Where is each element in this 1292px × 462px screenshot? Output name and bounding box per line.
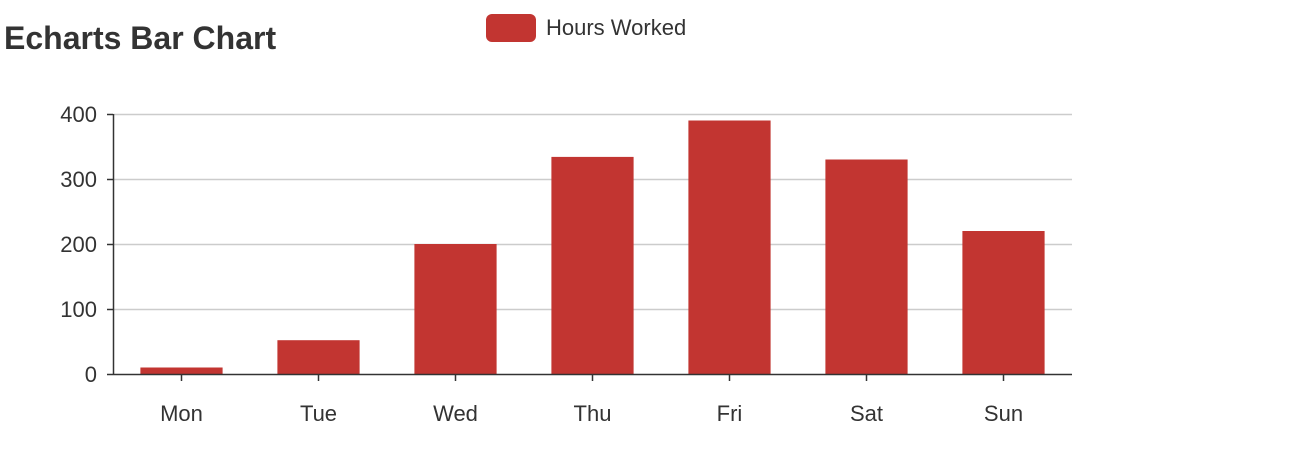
x-tick-label: Sat: [850, 401, 883, 426]
legend[interactable]: Hours Worked: [486, 14, 686, 42]
y-tick-label: 400: [60, 102, 97, 127]
x-tick-label: Sun: [984, 401, 1023, 426]
legend-label: Hours Worked: [546, 15, 687, 40]
y-tick-label: 300: [60, 167, 97, 192]
y-tick-label: 100: [60, 297, 97, 322]
bar-wed[interactable]: [414, 244, 497, 374]
bars: [140, 120, 1045, 375]
y-tick-label: 200: [60, 232, 97, 257]
y-tick-label: 0: [85, 362, 97, 387]
x-tick-label: Fri: [717, 401, 743, 426]
bar-thu[interactable]: [551, 156, 634, 374]
axes: [107, 113, 1072, 381]
bar-sat[interactable]: [825, 159, 908, 375]
x-tick-label: Tue: [300, 401, 337, 426]
bar-sun[interactable]: [962, 231, 1045, 374]
x-tick-label: Mon: [160, 401, 203, 426]
bar-tue[interactable]: [277, 340, 360, 374]
y-tick-labels: 0 100 200 300 400: [60, 102, 97, 387]
x-tick-labels: Mon Tue Wed Thu Fri Sat Sun: [160, 401, 1023, 426]
x-tick-label: Thu: [574, 401, 612, 426]
x-tick-label: Wed: [433, 401, 478, 426]
legend-swatch: [486, 14, 536, 42]
bar-fri[interactable]: [688, 120, 771, 375]
bar-mon[interactable]: [140, 367, 223, 375]
chart-title: Echarts Bar Chart: [4, 20, 277, 56]
